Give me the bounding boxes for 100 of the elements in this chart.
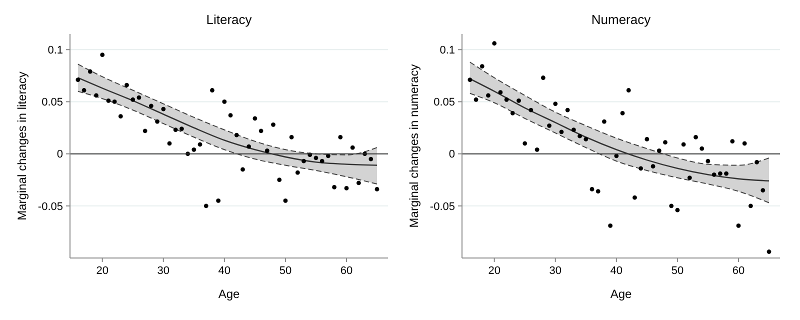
x-tick-label: 60 [732,265,745,277]
point [234,132,239,138]
point [553,102,558,106]
chart-title: Literacy [206,12,252,27]
point [118,114,123,119]
point [100,52,105,58]
y-tick-label: 0 [448,148,455,161]
point [565,108,570,112]
point [283,198,288,203]
point [700,146,704,151]
x-tick-label: 50 [279,265,292,277]
line-series [469,92,770,204]
point [216,198,221,203]
point [480,64,484,68]
point [246,144,252,149]
point [694,134,698,140]
point [302,158,306,164]
point [663,140,668,145]
point [314,156,318,160]
point [547,123,552,128]
point [584,137,588,142]
point [730,139,735,144]
point [675,208,680,212]
point [669,204,674,208]
point [724,171,728,176]
point [578,134,582,138]
point [198,142,202,147]
point [608,224,613,228]
point [82,88,86,92]
point [504,97,509,102]
point [718,171,722,176]
x-tick-label: 30 [549,265,562,277]
point [540,76,546,80]
point [644,137,650,142]
y-tick-label: -0.05 [38,200,63,213]
point [516,98,521,103]
point [289,134,294,140]
point [155,119,160,124]
point [136,95,142,100]
point [295,170,300,175]
point [222,100,227,104]
y-tick-label: 0.1 [48,44,63,56]
point [368,156,374,162]
point [124,82,129,88]
point [320,158,324,164]
point [228,113,233,118]
point [356,180,361,186]
point [350,145,355,150]
point [338,134,343,140]
x-axis-title: Age [610,287,632,301]
x-tick-label: 20 [488,265,500,277]
y-axis-title: Marginal changes in numeracy [407,64,421,228]
point [179,126,184,132]
point [510,110,515,116]
y-tick-label: 0 [56,148,63,161]
point [626,88,631,92]
point [332,184,336,190]
point [590,187,594,192]
point [620,110,625,116]
x-tick-label: 30 [157,265,170,277]
point [258,128,264,134]
point [474,97,478,102]
point [632,195,637,200]
point [76,78,80,82]
point [742,141,747,146]
point [602,119,606,124]
point [148,104,154,108]
x-tick-label: 50 [671,265,684,277]
point [112,100,117,104]
point [681,142,686,147]
point [210,88,214,92]
line-series [469,62,770,166]
line-series [77,90,378,185]
point [161,106,166,112]
point [192,147,196,152]
point [344,186,349,190]
y-tick-label: 0.1 [440,44,455,56]
point [638,166,644,171]
point [492,41,497,46]
y-axis-title: Marginal changes in literacy [15,72,29,220]
line-series [77,64,378,156]
point [528,108,534,112]
x-tick-label: 20 [96,265,108,277]
y-tick-label: 0.05 [434,96,455,109]
chart-title: Numeracy [591,12,652,27]
point [106,98,111,103]
point [142,128,148,134]
point [94,93,98,98]
point [167,141,172,146]
point [754,160,760,164]
point [650,164,656,169]
y-tick-label: -0.05 [430,200,455,213]
point [271,122,276,127]
point [522,141,528,146]
point [760,188,766,192]
x-tick-label: 60 [340,265,353,277]
x-tick-label: 40 [610,265,623,277]
point [559,130,564,134]
point [277,178,282,182]
point [252,116,258,121]
